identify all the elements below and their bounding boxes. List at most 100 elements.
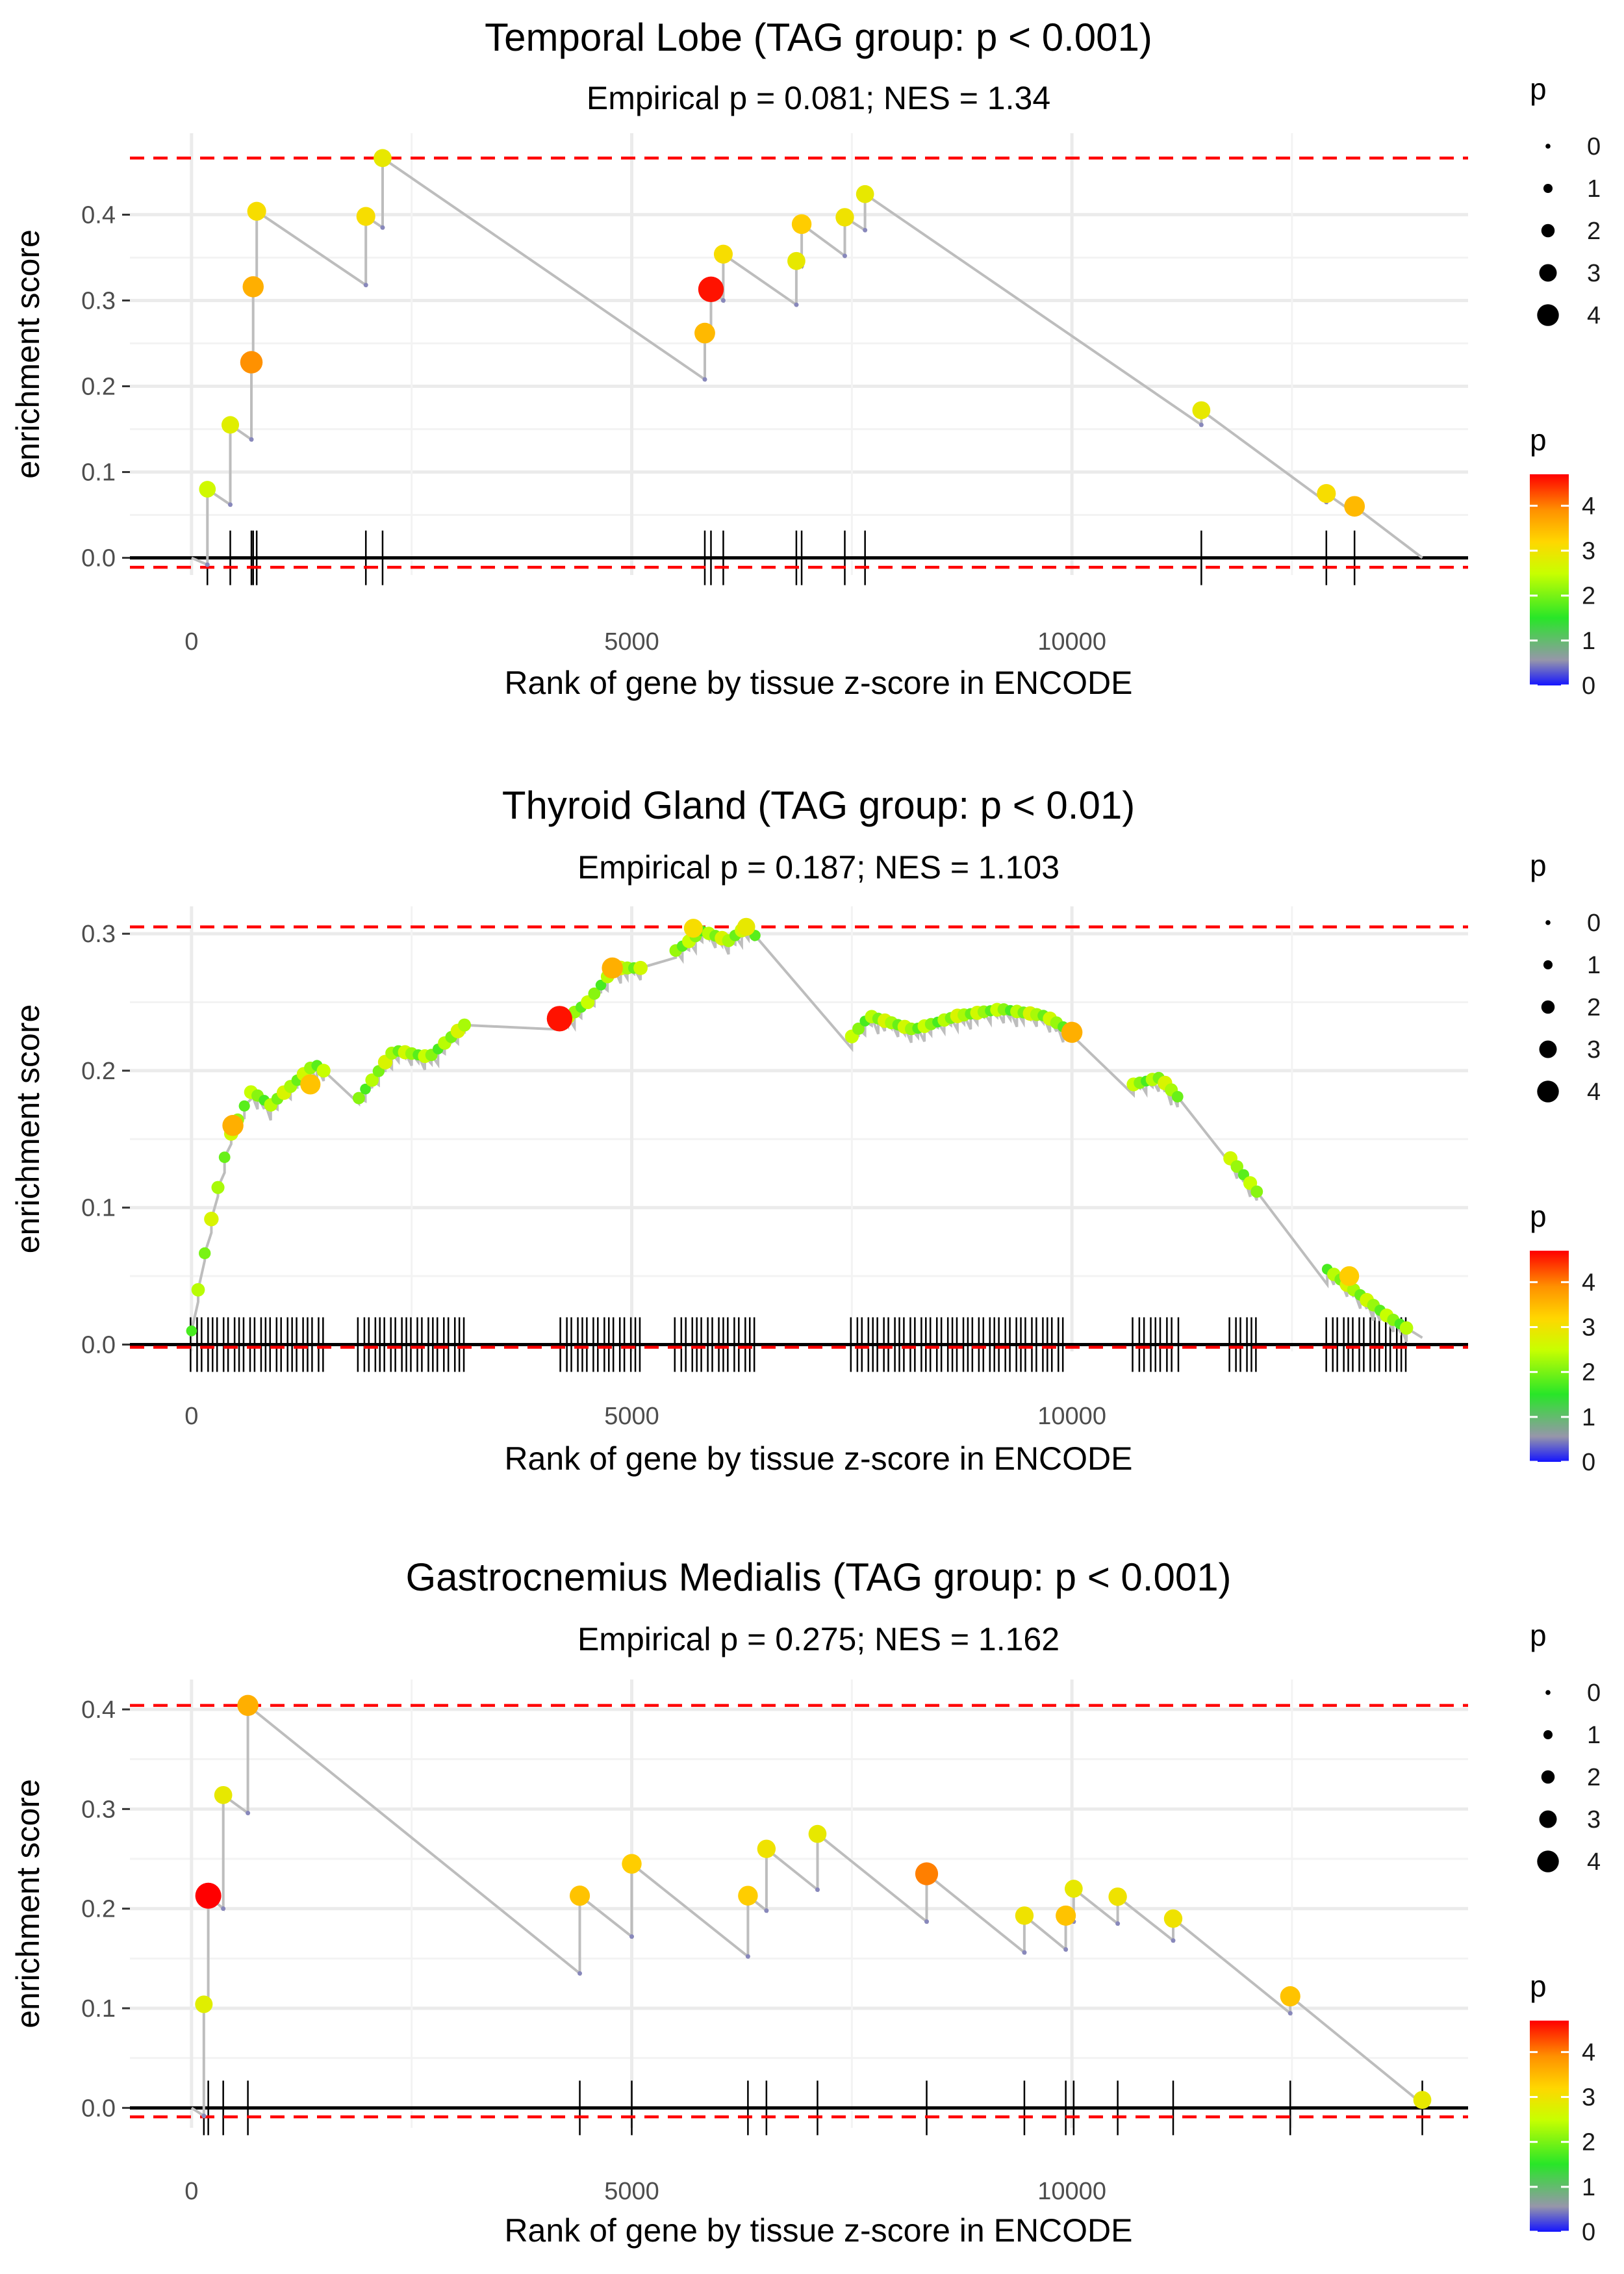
color-legend-bar [1530, 2021, 1569, 2232]
y-tick-label: 0.1 [81, 459, 116, 487]
es-hit-point [713, 244, 733, 264]
y-tick-label: 0.0 [81, 545, 116, 572]
x-tick-label: 5000 [604, 2178, 659, 2205]
es-hit-point [633, 960, 648, 975]
color-legend-title: p [1530, 1969, 1547, 2003]
es-hit-point [1056, 1905, 1076, 1926]
es-hit-point [374, 149, 392, 168]
grid [130, 133, 1468, 575]
es-point [380, 225, 385, 230]
x-tick-label: 10000 [1037, 628, 1106, 656]
es-hit-point [240, 351, 263, 374]
es-point [720, 298, 726, 303]
color-legend-label: 4 [1582, 2039, 1595, 2066]
es-curve [191, 155, 1423, 567]
es-point [1022, 1950, 1027, 1955]
es-hit-point [787, 251, 806, 270]
es-hit-point [595, 979, 607, 991]
chart-title: Gastrocnemius Medialis (TAG group: p < 0… [405, 1555, 1231, 1599]
size-legend-key [1537, 1850, 1559, 1872]
es-point [745, 1954, 750, 1959]
size-legend-label: 3 [1587, 260, 1601, 287]
es-hit-point [316, 1064, 331, 1078]
color-legend-label: 4 [1582, 1269, 1595, 1296]
color-legend: p 0 1 2 3 4 [1530, 1199, 1595, 1476]
es-hit-point [1280, 1986, 1300, 2007]
size-legend-title: p [1530, 849, 1547, 882]
y-tick-label: 0.0 [81, 2095, 116, 2122]
size-legend-label: 0 [1587, 910, 1601, 937]
es-hit-point [247, 201, 266, 221]
size-legend-title: p [1530, 1618, 1547, 1652]
size-legend-label: 2 [1587, 1764, 1601, 1791]
es-hit-point [757, 1839, 776, 1858]
color-legend-bar [1530, 1251, 1569, 1462]
x-tick-label: 10000 [1037, 2178, 1106, 2205]
es-point [815, 1887, 820, 1893]
es-hit-point [1339, 1266, 1360, 1286]
size-legend-key [1541, 1770, 1555, 1784]
es-hit-point [856, 185, 874, 203]
size-legend-key [1539, 1810, 1557, 1828]
es-hit-point [791, 214, 812, 235]
es-hit-point [1344, 496, 1365, 517]
color-legend-label: 0 [1582, 2219, 1595, 2246]
es-point [764, 1908, 769, 1913]
es-hit-point [683, 919, 703, 938]
y-tick-label: 0.2 [81, 374, 116, 401]
es-hit-point [808, 1824, 827, 1843]
color-legend-label: 2 [1582, 1359, 1595, 1386]
color-legend-title: p [1530, 423, 1547, 457]
size-legend-label: 4 [1587, 1079, 1601, 1106]
y-tick-label: 0.1 [81, 1995, 116, 2023]
es-point [221, 1906, 226, 1911]
es-hit-point [1250, 1185, 1263, 1198]
color-legend-title: p [1530, 1199, 1547, 1233]
es-hit-point [1061, 1021, 1083, 1043]
es-hit-point [835, 208, 854, 227]
color-legend-label: 2 [1582, 583, 1595, 610]
size-legend-key [1539, 1040, 1557, 1058]
size-legend-label: 1 [1587, 1722, 1601, 1749]
chart-panel-3: Gastrocnemius Medialis (TAG group: p < 0… [10, 1555, 1601, 2249]
y-axis-label: enrichment score [10, 1779, 46, 2028]
es-hit-point [622, 1854, 642, 1874]
size-legend-key [1543, 1730, 1553, 1740]
es-hit-point [221, 416, 240, 434]
es-point [246, 1810, 251, 1815]
size-legend-label: 2 [1587, 994, 1601, 1021]
size-legend-label: 4 [1587, 1848, 1601, 1876]
y-tick-label: 0.3 [81, 287, 116, 314]
grid [130, 1680, 1468, 2128]
es-hit-point [199, 1247, 211, 1260]
es-hit-point [915, 1862, 939, 1885]
es-hit-point [1064, 1880, 1083, 1898]
es-point [1115, 1921, 1121, 1926]
size-legend-label: 3 [1587, 1806, 1601, 1833]
x-tick-label: 0 [184, 2178, 198, 2205]
es-point [842, 253, 847, 259]
chart-title: Thyroid Gland (TAG group: p < 0.01) [502, 784, 1135, 827]
size-legend-label: 3 [1587, 1036, 1601, 1064]
y-tick-label: 0.3 [81, 921, 116, 948]
color-legend-label: 1 [1582, 2174, 1595, 2201]
size-legend-key [1541, 1000, 1555, 1014]
es-point [794, 302, 799, 307]
es-hit-point [352, 1092, 365, 1105]
size-legend-label: 4 [1587, 302, 1601, 329]
es-hit-point [1108, 1887, 1127, 1906]
chart-subtitle: Empirical p = 0.081; NES = 1.34 [587, 80, 1050, 116]
x-tick-label: 5000 [604, 628, 659, 656]
x-axis-label: Rank of gene by tissue z-score in ENCODE [504, 2212, 1132, 2249]
es-point [363, 283, 368, 288]
es-hit-point [1230, 1160, 1244, 1173]
es-point [1288, 2011, 1293, 2016]
es-hit-point [237, 1694, 259, 1717]
size-legend-title: p [1530, 72, 1547, 106]
size-legend-key [1543, 960, 1553, 970]
y-axis-label: enrichment score [10, 1004, 46, 1254]
y-tick-label: 0.0 [81, 1331, 116, 1359]
es-hit-point [546, 1006, 573, 1032]
color-legend-label: 0 [1582, 672, 1595, 700]
es-hit-point [852, 1022, 865, 1035]
